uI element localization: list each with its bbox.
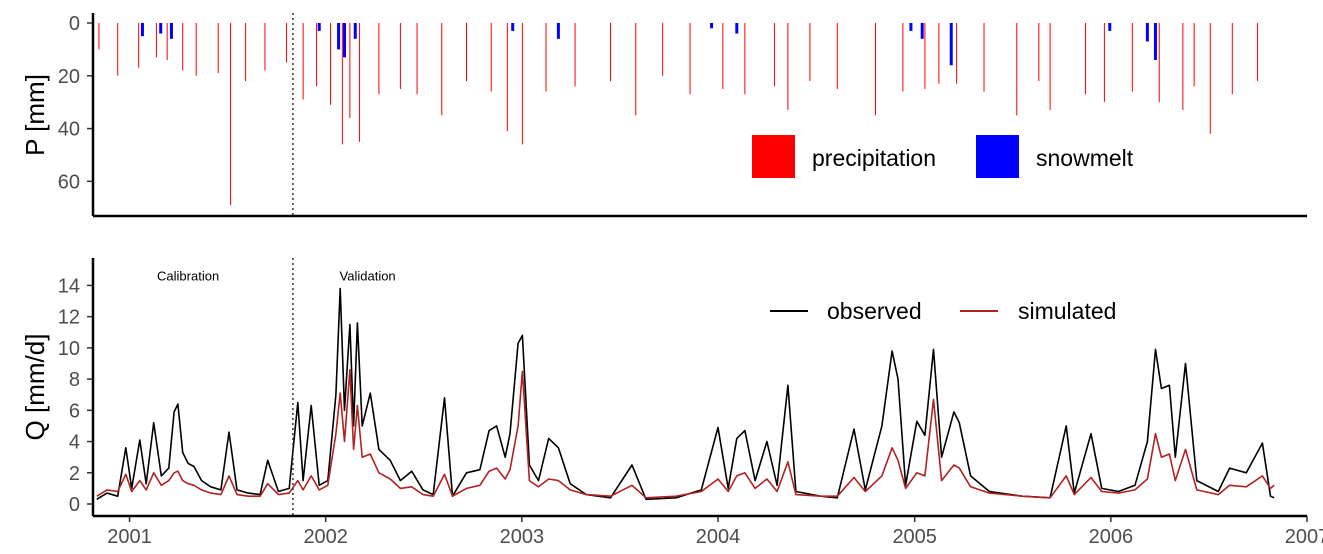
- x-tick-label-2005: 2005: [892, 526, 937, 548]
- discharge-y-tick-label-12: 12: [58, 307, 80, 329]
- discharge-y-axis-title: Q [mm/d]: [20, 334, 50, 441]
- precipitation-y-tick-label-40: 40: [58, 119, 80, 141]
- discharge-legend: observed simulated: [770, 298, 1116, 324]
- simulated-series-line: [96, 368, 1275, 499]
- x-tick-label-2004: 2004: [696, 526, 741, 548]
- precipitation-y-tick-label-60: 60: [58, 171, 80, 193]
- discharge-y-ticks: 0 2 4 6 8 10 12 14: [58, 275, 93, 516]
- legend-swatch-precipitation: [752, 135, 795, 178]
- legend-label-snowmelt: snowmelt: [1036, 145, 1134, 171]
- discharge-y-tick-label-2: 2: [69, 463, 80, 485]
- discharge-x-ticks: 2001 2002 2003 2004 2005 2006 2007: [107, 516, 1323, 548]
- discharge-y-tick-label-10: 10: [58, 338, 80, 360]
- x-tick-label-2006: 2006: [1089, 526, 1134, 548]
- discharge-y-tick-label-6: 6: [69, 400, 80, 422]
- x-tick-label-2002: 2002: [303, 526, 348, 548]
- legend-label-observed: observed: [827, 298, 922, 324]
- legend-swatch-snowmelt: [976, 135, 1019, 178]
- legend-label-precipitation: precipitation: [812, 145, 936, 171]
- discharge-y-tick-label-8: 8: [69, 369, 80, 391]
- precipitation-y-tick-label-0: 0: [69, 13, 80, 35]
- x-tick-label-2001: 2001: [107, 526, 152, 548]
- observed-series-line: [96, 287, 1275, 501]
- discharge-y-tick-label-0: 0: [69, 494, 80, 516]
- precipitation-bars: [98, 23, 1259, 206]
- discharge-y-tick-label-4: 4: [69, 432, 80, 454]
- legend-label-simulated: simulated: [1018, 298, 1116, 324]
- validation-annotation: Validation: [340, 269, 396, 284]
- calibration-annotation: Calibration: [157, 269, 219, 284]
- x-tick-label-2003: 2003: [500, 526, 545, 548]
- precipitation-y-tick-label-20: 20: [58, 66, 80, 88]
- precipitation-y-axis-title: P [mm]: [20, 74, 50, 156]
- precipitation-panel: 0 20 40 60 P [mm] precipitation snowmelt: [20, 13, 1307, 218]
- discharge-y-tick-label-14: 14: [58, 275, 80, 297]
- precipitation-legend: precipitation snowmelt: [752, 135, 1134, 178]
- discharge-panel: 0 2 4 6 8 10 12 14 2001 2002 2003 2004 2005 2006 2007…: [20, 258, 1323, 548]
- x-tick-label-2007: 2007: [1285, 526, 1323, 548]
- precipitation-y-ticks: 0 20 40 60: [58, 13, 93, 193]
